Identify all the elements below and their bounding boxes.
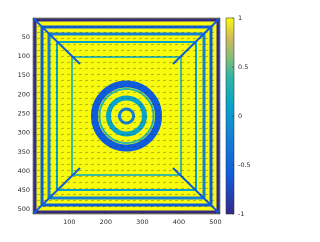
axes-box (32, 17, 221, 215)
y-tick-label: 500 (18, 205, 30, 213)
x-tick-label: 200 (100, 218, 112, 226)
colorbar-tick-label: -1 (238, 210, 244, 218)
colorbar-tick-label: 1 (238, 14, 242, 22)
chart: 100 200 300 400 500 50 100 150 200 250 300 350 400 45… (18, 14, 251, 226)
x-tick-label: 400 (173, 218, 185, 226)
y-tick-label: 150 (18, 71, 30, 79)
x-tick-label: 300 (136, 218, 148, 226)
y-tick-label: 400 (18, 167, 30, 175)
y-tick-label: 50 (22, 33, 30, 41)
colorbar-tick-label: -0.5 (238, 161, 251, 169)
y-tick-label: 450 (18, 186, 30, 194)
y-tick-label: 100 (18, 52, 30, 60)
y-tick-label: 200 (18, 90, 30, 98)
y-tick-label: 350 (18, 148, 30, 156)
colorbar-tick-label: 0.5 (238, 63, 248, 71)
image (33, 18, 220, 214)
x-tick-label: 500 (209, 218, 221, 226)
colorbar-tick-label: 0 (238, 112, 242, 120)
y-tick-label: 300 (18, 129, 30, 137)
x-tick-label: 100 (63, 218, 75, 226)
quiver-arrows (33, 18, 220, 214)
y-tick-label: 250 (18, 110, 30, 118)
